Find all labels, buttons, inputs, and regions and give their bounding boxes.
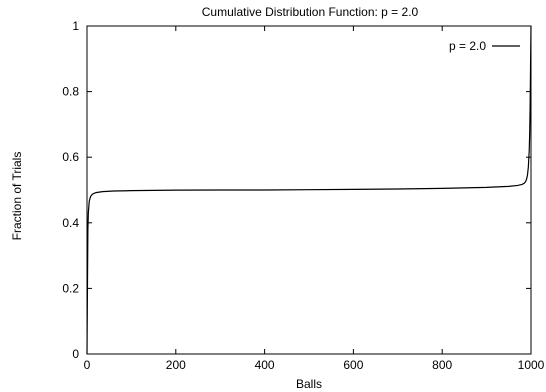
y-axis: 0 0.2 0.4 0.6 0.8 1 [62,19,531,361]
x-tick-label: 200 [166,358,186,372]
legend: p = 2.0 [449,39,520,53]
x-tick-label: 600 [343,358,363,372]
x-tick-label: 400 [255,358,275,372]
plot-frame [86,25,532,355]
series-layer [86,25,532,355]
x-axis: 0 200 400 600 800 1000 [84,26,545,372]
y-tick-label: 0 [72,347,79,361]
y-tick-label: 0.6 [62,150,79,164]
legend-label-p-2: p = 2.0 [449,39,486,53]
y-tick-label: 0.2 [62,281,79,295]
y-axis-label: Fraction of Trials [10,152,24,241]
x-tick-label: 800 [432,358,452,372]
series-line-p-2 [86,25,532,355]
chart-title: Cumulative Distribution Function: p = 2.… [202,5,419,19]
x-axis-label: Balls [296,377,322,391]
y-tick-label: 0.4 [62,216,79,230]
x-tick-label: 1000 [518,358,545,372]
y-tick-label: 1 [72,19,79,33]
y-tick-label: 0.8 [62,85,79,99]
x-tick-label: 0 [84,358,91,372]
